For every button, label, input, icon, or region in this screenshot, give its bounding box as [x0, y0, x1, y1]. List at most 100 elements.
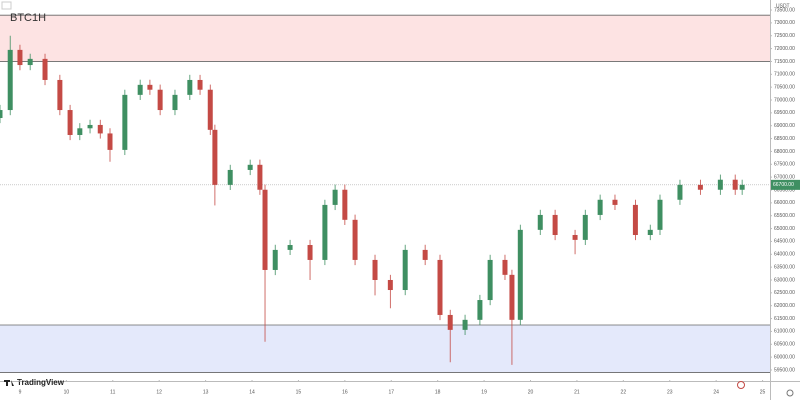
candle-body — [342, 189, 348, 220]
y-tick-label: 61000.00 — [774, 329, 795, 335]
candle-body — [17, 49, 23, 66]
candle-body — [272, 249, 278, 270]
x-tick-label: 22 — [621, 389, 627, 395]
candle-body — [739, 184, 745, 190]
candle-body — [502, 259, 508, 275]
candle-body — [187, 79, 193, 95]
candle-body — [517, 229, 523, 320]
y-tick-label: 61500.00 — [774, 316, 795, 322]
candle-body — [537, 214, 543, 230]
y-tick-label: 69500.00 — [774, 110, 795, 116]
settings-icon[interactable] — [786, 389, 794, 397]
y-tick-label: 71500.00 — [774, 59, 795, 65]
y-tick-label: 63500.00 — [774, 264, 795, 270]
candle-body — [287, 245, 293, 250]
y-tick-label: 65000.00 — [774, 226, 795, 232]
candle-body — [57, 79, 63, 111]
y-tick-label: 66000.00 — [774, 200, 795, 206]
candle-body — [207, 89, 213, 130]
y-tick-label: 67000.00 — [774, 174, 795, 180]
x-tick-label: 11 — [110, 389, 115, 395]
candle-body — [262, 189, 268, 270]
candle-body — [677, 184, 683, 200]
y-tick-label: 59500.00 — [774, 367, 795, 373]
y-tick-label: 60500.00 — [774, 342, 795, 348]
candle-body — [462, 319, 468, 330]
y-tick-label: 69000.00 — [774, 123, 795, 129]
candle-body — [247, 164, 253, 170]
y-tick-label: 65500.00 — [774, 213, 795, 219]
alert-icon[interactable] — [737, 381, 745, 389]
zone — [0, 15, 770, 62]
chart-title: BTC1H — [10, 12, 46, 24]
x-tick-label: 16 — [342, 389, 348, 395]
menu-button[interactable] — [1, 1, 12, 10]
candle-body — [27, 58, 33, 66]
y-tick-label: 67500.00 — [774, 162, 795, 168]
y-tick-label: 62500.00 — [774, 290, 795, 296]
candle-body — [647, 229, 653, 235]
x-tick-label: 12 — [156, 389, 162, 395]
candle-body — [372, 259, 378, 280]
y-tick-label: 73500.00 — [774, 7, 795, 13]
x-tick-label: 9 — [19, 389, 22, 395]
candle-body — [147, 84, 153, 90]
candle-body — [352, 219, 358, 260]
candle-body — [322, 204, 328, 260]
candle-body — [257, 164, 263, 190]
x-tick-label: 24 — [713, 389, 719, 395]
y-tick-label: 64500.00 — [774, 239, 795, 245]
brand-logo — [4, 380, 14, 386]
candle-body — [97, 124, 103, 134]
y-tick-label: 68500.00 — [774, 136, 795, 142]
candle-body — [657, 199, 663, 230]
candle-body — [437, 259, 443, 315]
x-tick-label: 10 — [64, 389, 70, 395]
x-tick-label: 17 — [388, 389, 394, 395]
candle-body — [477, 300, 483, 320]
current-price-label: 66700.00 — [773, 182, 794, 188]
y-tick-label: 72500.00 — [774, 33, 795, 39]
candle-body — [172, 94, 178, 111]
candle-body — [552, 214, 558, 235]
marks — [0, 35, 770, 365]
candle-body — [509, 274, 515, 320]
candle-body — [212, 129, 218, 185]
candle-body — [197, 79, 203, 90]
candle-body — [447, 314, 453, 330]
zone — [0, 324, 770, 373]
candle-body — [0, 110, 3, 119]
y-tick-label: 71000.00 — [774, 72, 795, 78]
x-tick-label: 13 — [203, 389, 209, 395]
y-tick-label: 66500.00 — [774, 187, 795, 193]
y-tick-label: 70000.00 — [774, 97, 795, 103]
x-tick-label: 18 — [435, 389, 441, 395]
y-tick-label: 72000.00 — [774, 46, 795, 52]
candle-body — [632, 204, 638, 235]
y-tick-label: 63000.00 — [774, 277, 795, 283]
candle-body — [42, 58, 48, 80]
x-tick-label: 19 — [481, 389, 487, 395]
y-tick-label: 70500.00 — [774, 84, 795, 90]
candle-body — [697, 184, 703, 190]
y-tick-label: 62000.00 — [774, 303, 795, 309]
x-tick-label: 14 — [249, 389, 255, 395]
brand-name: TradingView — [17, 378, 65, 387]
candle-body — [612, 199, 618, 205]
candle-body — [307, 245, 313, 260]
y-tick-label: 73000.00 — [774, 20, 795, 26]
candle-body — [7, 49, 13, 111]
x-tick-label: 23 — [667, 389, 673, 395]
candle-body — [332, 189, 338, 205]
x-tick-label: 20 — [528, 389, 534, 395]
candle-body — [157, 89, 163, 111]
candle-body — [122, 94, 128, 150]
x-tick-label: 21 — [574, 389, 580, 395]
candle-body — [77, 128, 83, 135]
candle-body — [582, 214, 588, 240]
x-tick-label: 25 — [760, 389, 766, 395]
candle-body — [572, 234, 578, 240]
candle-body — [87, 124, 93, 129]
